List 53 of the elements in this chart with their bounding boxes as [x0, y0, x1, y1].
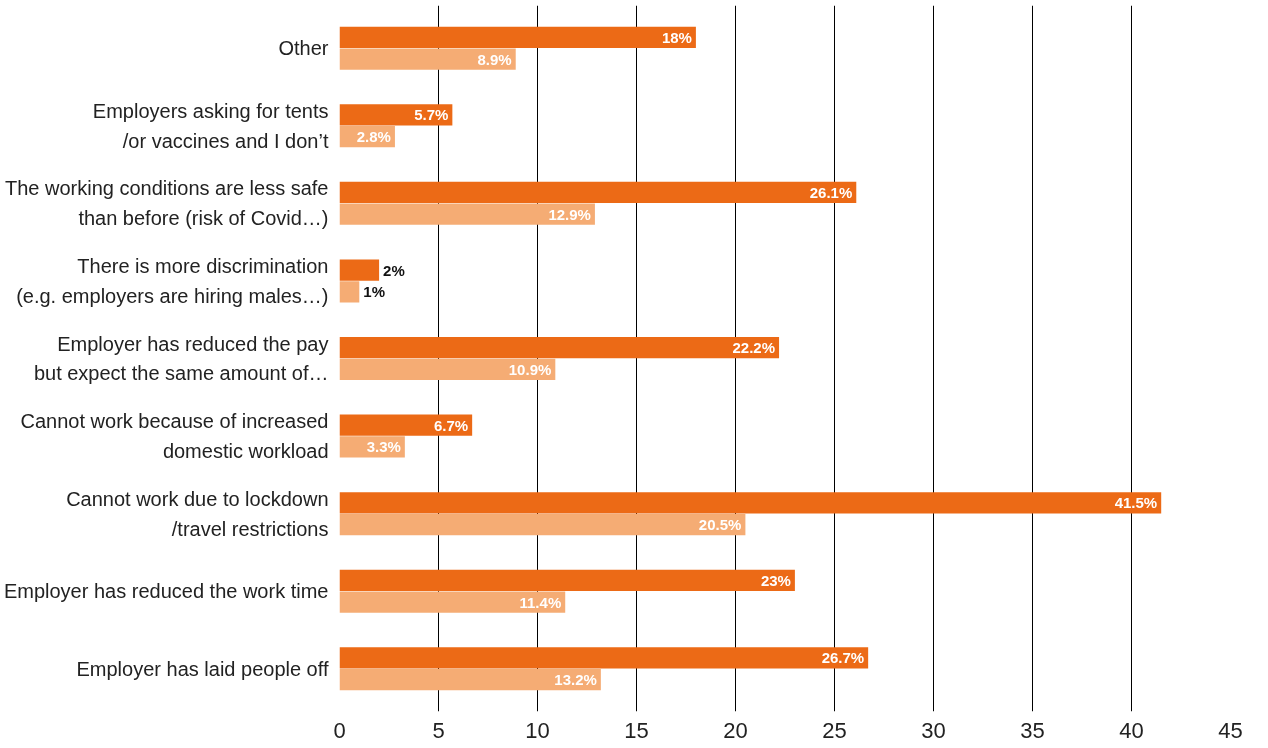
- data-label: 2%: [383, 261, 405, 279]
- x-tick-label: 5: [432, 717, 445, 743]
- data-label: 26.1%: [809, 183, 853, 201]
- data-label: 1%: [363, 283, 385, 301]
- bar: [339, 513, 746, 536]
- data-label: 18%: [661, 28, 692, 46]
- bar: [339, 569, 795, 592]
- data-label: 11.4%: [519, 593, 562, 611]
- bar: [339, 259, 380, 281]
- y-tick-label: Cannot work due to lockdown /travel restrictions: [66, 487, 329, 540]
- bar: [339, 591, 566, 613]
- data-label: 13.2%: [554, 671, 597, 689]
- x-tick-label: 15: [624, 717, 649, 743]
- data-label: 12.9%: [548, 205, 591, 223]
- bar: [339, 414, 473, 436]
- y-tick-label: Cannot work because of increased domestic workload: [20, 410, 329, 462]
- data-label: 10.9%: [508, 360, 552, 378]
- bar: [339, 181, 857, 204]
- data-label: 41.5%: [1114, 494, 1158, 512]
- bar: [339, 104, 453, 126]
- x-tick-label: 10: [525, 717, 550, 743]
- data-label: 5.7%: [414, 106, 449, 124]
- x-tick-label: 45: [1218, 717, 1243, 743]
- x-tick-label: 30: [921, 717, 946, 743]
- x-tick-label: 35: [1020, 717, 1045, 743]
- data-label: 8.9%: [477, 50, 512, 68]
- data-label: 2.8%: [356, 128, 391, 146]
- data-label: 26.7%: [821, 649, 865, 667]
- y-tick-label: Employer has reduced the pay but expect the same amount of…: [33, 332, 329, 385]
- x-tick-label: 20: [723, 717, 748, 743]
- data-label: 22.2%: [732, 339, 776, 357]
- y-tick-label: Other: [278, 37, 329, 60]
- x-tick-label: 0: [333, 717, 346, 743]
- x-tick-label: 25: [822, 717, 847, 743]
- data-label: 6.7%: [433, 416, 469, 434]
- y-tick-label: There is more discrimination (e.g. employers are hiring males…): [16, 255, 329, 307]
- bar: [339, 669, 601, 691]
- y-tick-label: Employers asking for tents /or vaccines and I don’t: [92, 99, 329, 152]
- bar: [339, 336, 780, 359]
- bar: [339, 281, 360, 303]
- y-tick-label: The working conditions are less safe than before (risk of Covid…): [5, 177, 329, 230]
- y-tick-label: Employer has reduced the work time: [3, 580, 329, 603]
- bar: [339, 358, 556, 381]
- data-label: 3.3%: [366, 438, 401, 456]
- data-label: 23%: [760, 571, 791, 589]
- bar: [339, 492, 1162, 514]
- x-tick-label: 40: [1119, 717, 1144, 743]
- bar: [339, 203, 595, 225]
- y-tick-label: Employer has laid people off: [76, 657, 329, 680]
- bar: [339, 48, 516, 70]
- bar: [339, 26, 696, 48]
- bar: [339, 647, 869, 669]
- data-label: 20.5%: [698, 516, 742, 534]
